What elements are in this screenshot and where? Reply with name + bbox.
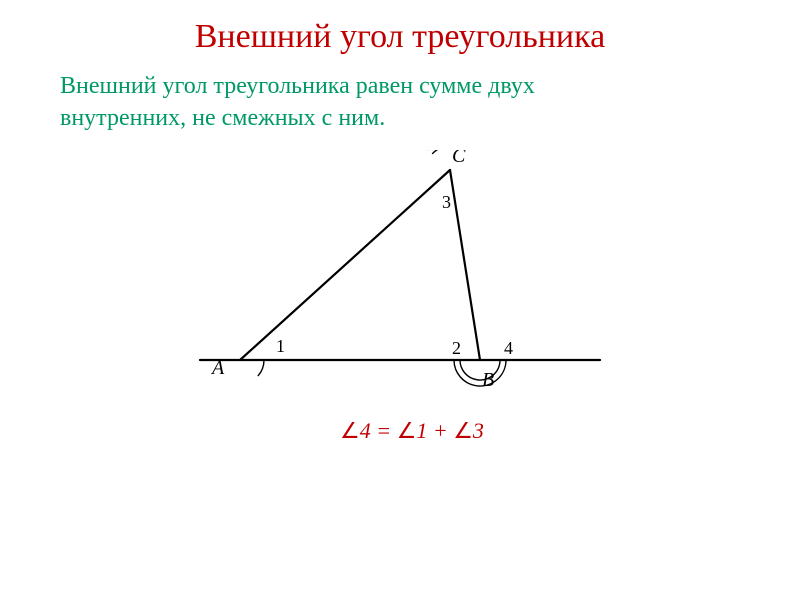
eq-4: 4 xyxy=(360,418,371,443)
svg-text:4: 4 xyxy=(504,338,513,358)
theorem-line-2: внутренних, не смежных с ним. xyxy=(60,102,740,134)
angle-symbol-3: ∠ xyxy=(453,418,473,443)
angle-symbol-2: ∠ xyxy=(397,418,417,443)
svg-text:1: 1 xyxy=(276,336,285,356)
triangle-diagram: A B C 1 2 3 4 xyxy=(180,150,620,410)
svg-text:B: B xyxy=(482,369,494,391)
triangle-svg: A B C 1 2 3 4 xyxy=(180,150,620,410)
equation: ∠4 = ∠1 + ∠3 xyxy=(340,418,484,444)
svg-text:2: 2 xyxy=(452,338,461,358)
theorem-line-1: Внешний угол треугольника равен сумме дв… xyxy=(60,70,740,102)
eq-plus: + xyxy=(427,418,453,443)
eq-equals: = xyxy=(371,418,397,443)
svg-text:C: C xyxy=(452,150,466,167)
slide-title: Внешний угол треугольника xyxy=(0,18,800,56)
svg-text:A: A xyxy=(210,357,225,379)
angle-symbol-1: ∠ xyxy=(340,418,360,443)
eq-1: 1 xyxy=(416,418,427,443)
svg-text:3: 3 xyxy=(442,192,451,212)
slide: Внешний угол треугольника Внешний угол т… xyxy=(0,0,800,600)
eq-3: 3 xyxy=(473,418,484,443)
